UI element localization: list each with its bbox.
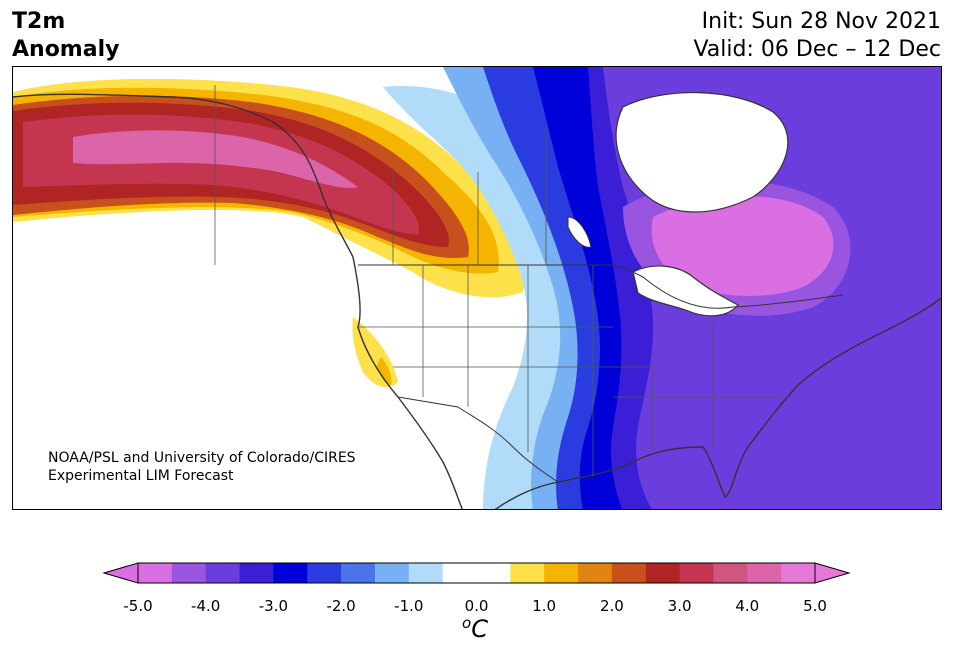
unit-degree: o [462,614,472,632]
colorbar-extend-low [102,562,139,584]
colorbar-tick-label: -1.0 [394,597,424,615]
anomaly-map [12,66,942,510]
colorbar-frame [137,562,816,584]
colorbar-segment [374,563,410,583]
colorbar-segment [205,563,241,583]
data-credit: NOAA/PSL and University of Colorado/CIRE… [48,449,356,485]
us-canada-border [358,264,844,309]
colorbar-segment [713,563,748,583]
credit-line-2: Experimental LIM Forecast [48,468,234,484]
colorbar [102,562,851,584]
us-mexico-border [397,396,559,483]
credit-line-1: NOAA/PSL and University of Colorado/CIRE… [48,450,356,466]
colorbar-segment [442,563,478,583]
colorbar-segment [138,563,173,583]
colorbar-tick-label: 0.0 [464,597,489,615]
cold-core-quebec [651,196,834,297]
colorbar-tick-label: -3.0 [258,597,289,615]
colorbar-tick-label: -4.0 [191,597,221,615]
forecast-dates: Init: Sun 28 Nov 2021 Valid: 06 Dec – 12… [693,8,941,64]
colorbar-segment [341,563,376,583]
colorbar-segment [476,563,511,583]
admin-boundaries [214,85,783,477]
title-quantity: Anomaly [12,37,120,62]
colorbar-segment [239,563,274,583]
colorbar-segment [611,563,647,583]
hudson-bay [615,91,789,213]
colorbar-tick-label: -5.0 [123,597,153,615]
colorbar-segment [273,563,308,583]
colorbar-segment [679,563,715,583]
map-canvas [13,67,941,509]
colorbar-segment [408,563,444,583]
colorbar-extend-high [814,562,851,584]
warm-core [73,130,358,188]
colorbar-segment [781,563,816,583]
map-title: T2m Anomaly [12,8,119,64]
colorbar-tick-label: 2.0 [599,597,624,615]
colorbar-tick-label: 5.0 [803,597,827,615]
colorbar-segment [645,563,681,583]
init-date: Init: Sun 28 Nov 2021 [701,9,941,34]
colorbar-segment [747,563,782,583]
valid-range: Valid: 06 Dec – 12 Dec [693,37,941,62]
coastline-southeast [494,297,941,509]
colorbar-tick-label: 3.0 [667,597,692,615]
great-lakes [632,265,739,317]
title-variable: T2m [12,9,66,34]
colorbar-segment [171,563,207,583]
colorbar-tick-label: 4.0 [735,597,760,615]
coastline-west [13,93,463,509]
colorbar-segment [544,563,579,583]
warm-patch-sw-core [377,357,392,385]
colorbar-segment [578,563,613,583]
unit-label: oC [462,614,488,643]
unit-base: C [471,615,488,643]
lake-winnipeg [567,216,592,248]
colorbar-segments [138,563,816,583]
colorbar-segment [510,563,545,583]
colorbar-tick-label: -2.0 [326,597,356,615]
colorbar-segment [307,563,342,583]
colorbar-tick-label: 1.0 [532,597,557,615]
